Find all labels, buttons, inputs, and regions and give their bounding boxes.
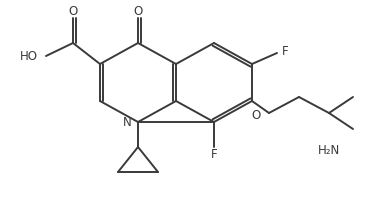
Text: F: F: [282, 44, 288, 57]
Text: HO: HO: [20, 49, 38, 62]
Text: O: O: [252, 109, 261, 122]
Text: N: N: [123, 116, 132, 129]
Text: O: O: [133, 5, 143, 18]
Text: O: O: [68, 5, 78, 18]
Text: H₂N: H₂N: [318, 144, 340, 157]
Text: F: F: [211, 149, 217, 162]
